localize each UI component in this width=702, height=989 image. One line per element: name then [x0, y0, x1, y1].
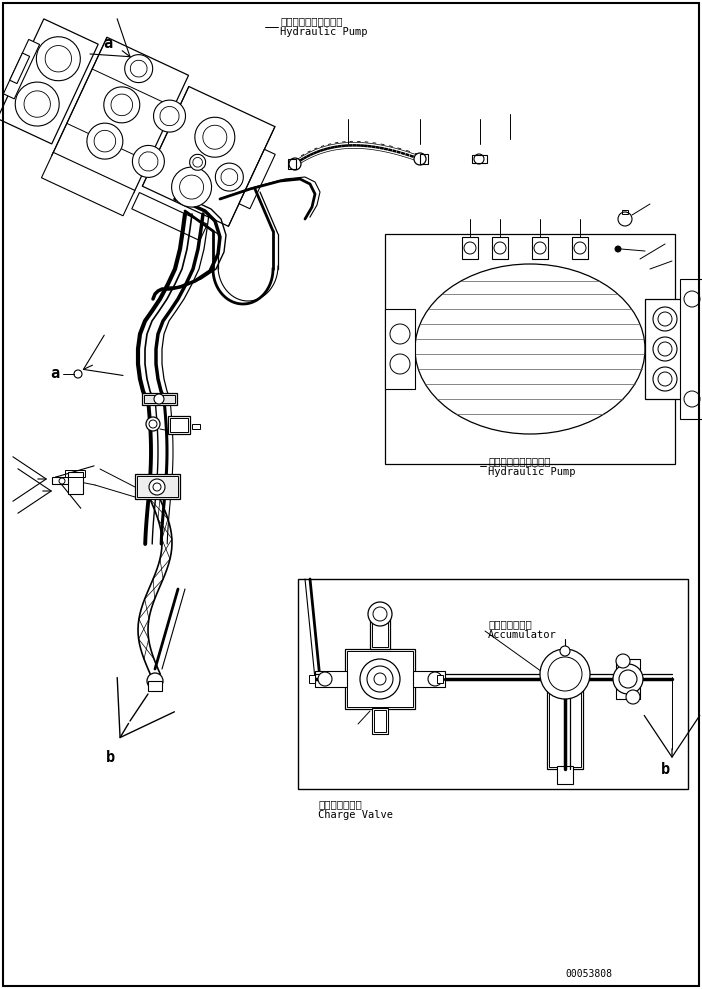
Bar — [52, 477, 72, 484]
Text: Hydraulic Pump: Hydraulic Pump — [488, 467, 576, 477]
Bar — [462, 237, 478, 259]
Bar — [532, 237, 548, 259]
Circle shape — [615, 246, 621, 252]
Text: a: a — [51, 367, 60, 382]
Circle shape — [360, 659, 400, 699]
Bar — [0, 19, 98, 144]
Circle shape — [37, 37, 80, 81]
Circle shape — [626, 690, 640, 704]
Text: ハイドロリックポンプ: ハイドロリックポンプ — [488, 456, 550, 466]
Bar — [4, 40, 39, 99]
Bar — [41, 152, 135, 216]
Circle shape — [190, 154, 206, 170]
Text: 00053808: 00053808 — [565, 969, 612, 979]
Circle shape — [616, 654, 630, 668]
Circle shape — [146, 417, 160, 431]
Circle shape — [658, 342, 672, 356]
Bar — [309, 675, 315, 683]
Bar — [144, 395, 175, 403]
Bar — [347, 651, 413, 707]
Bar — [572, 237, 588, 259]
Bar — [374, 710, 386, 732]
Bar — [148, 681, 162, 691]
Bar — [547, 674, 583, 769]
Bar — [370, 614, 390, 649]
Circle shape — [428, 672, 442, 686]
Circle shape — [171, 167, 211, 207]
Circle shape — [367, 666, 393, 692]
Circle shape — [149, 479, 165, 495]
Circle shape — [658, 372, 672, 386]
Bar — [298, 579, 688, 789]
Bar — [132, 193, 207, 240]
Bar — [10, 53, 29, 84]
Circle shape — [147, 673, 163, 689]
Circle shape — [374, 673, 386, 685]
Circle shape — [133, 145, 164, 177]
Text: Accumulator: Accumulator — [488, 630, 557, 640]
Bar — [52, 38, 189, 193]
Circle shape — [289, 158, 301, 170]
Text: a: a — [103, 37, 112, 51]
Circle shape — [154, 394, 164, 404]
Bar — [65, 470, 85, 477]
Bar — [345, 649, 415, 709]
Bar — [549, 676, 581, 767]
Bar — [192, 424, 200, 429]
Circle shape — [149, 420, 157, 428]
Bar — [315, 671, 347, 687]
Bar — [492, 237, 508, 259]
Bar — [137, 476, 178, 497]
Circle shape — [15, 82, 59, 126]
Bar — [472, 155, 487, 163]
Bar — [385, 234, 675, 464]
Bar — [413, 671, 445, 687]
Circle shape — [195, 118, 235, 157]
Bar — [135, 474, 180, 499]
Text: チャージバルブ: チャージバルブ — [318, 799, 362, 809]
Circle shape — [154, 100, 185, 133]
Circle shape — [619, 670, 637, 688]
Bar — [142, 393, 177, 405]
Bar — [239, 149, 275, 209]
Bar — [420, 154, 428, 164]
Text: b: b — [105, 750, 114, 764]
Circle shape — [125, 54, 153, 83]
Bar — [168, 416, 190, 434]
Circle shape — [87, 123, 123, 159]
Circle shape — [373, 607, 387, 621]
Text: ハイドロリックポンプ: ハイドロリックポンプ — [280, 16, 343, 26]
Circle shape — [540, 649, 590, 699]
Bar — [645, 299, 685, 399]
Circle shape — [658, 312, 672, 326]
Bar — [622, 210, 628, 214]
Bar — [616, 659, 640, 699]
Circle shape — [216, 163, 244, 191]
Text: アキュムレータ: アキュムレータ — [488, 619, 531, 629]
Bar — [680, 279, 702, 419]
Text: Charge Valve: Charge Valve — [318, 810, 393, 820]
Ellipse shape — [415, 264, 645, 434]
Bar — [437, 675, 443, 683]
Circle shape — [618, 212, 632, 226]
Circle shape — [613, 664, 643, 694]
Circle shape — [560, 646, 570, 656]
Bar — [372, 708, 388, 734]
Bar — [372, 614, 388, 647]
Circle shape — [59, 478, 65, 484]
Bar — [143, 86, 275, 226]
Bar — [385, 309, 415, 389]
Bar — [170, 418, 188, 432]
Text: b: b — [661, 762, 670, 776]
Bar — [68, 472, 83, 494]
Circle shape — [414, 153, 426, 165]
Bar — [288, 159, 296, 169]
Bar — [557, 766, 573, 784]
Circle shape — [318, 672, 332, 686]
Circle shape — [104, 87, 140, 123]
Text: Hydraulic Pump: Hydraulic Pump — [280, 27, 368, 37]
Circle shape — [368, 602, 392, 626]
Circle shape — [153, 483, 161, 491]
